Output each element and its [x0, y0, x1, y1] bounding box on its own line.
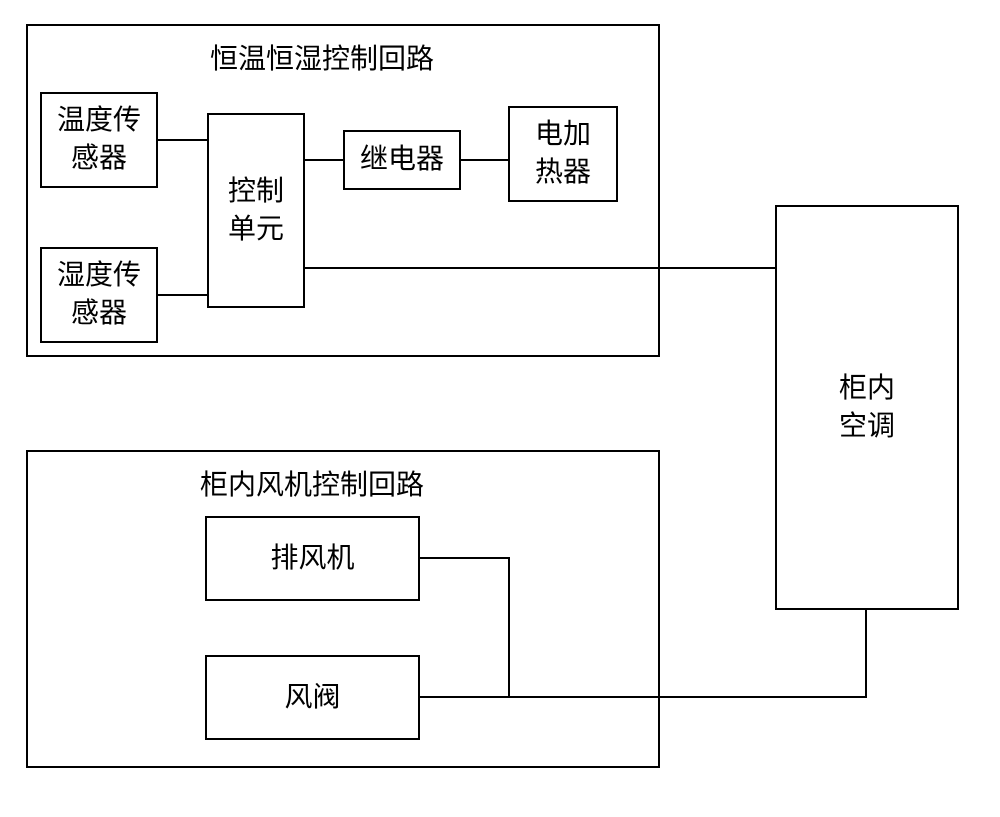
node-humidity-sensor: 湿度传感器	[40, 247, 158, 343]
group-bottom-loop-title: 柜内风机控制回路	[200, 463, 424, 503]
edge-temp-to-control	[158, 139, 207, 141]
edge-junction-to-ac-horizontal	[508, 696, 867, 698]
node-relay-label: 继电器	[360, 141, 444, 179]
edge-control-to-ac	[305, 267, 775, 269]
edge-damper-to-junction	[420, 696, 510, 698]
diagram-canvas: 恒温恒湿控制回路 柜内风机控制回路 温度传感器 湿度传感器 控制单元 继电器 电…	[0, 0, 1000, 817]
node-control-unit-label: 控制单元	[228, 173, 284, 249]
node-control-unit: 控制单元	[207, 113, 305, 308]
node-damper: 风阀	[205, 655, 420, 740]
node-relay: 继电器	[343, 130, 461, 190]
node-humidity-sensor-label: 湿度传感器	[57, 257, 141, 333]
node-heater-label: 电加热器	[535, 116, 591, 192]
node-heater: 电加热器	[508, 106, 618, 202]
edge-control-to-relay	[305, 159, 343, 161]
node-temp-sensor: 温度传感器	[40, 92, 158, 188]
edge-fan-to-junction	[420, 557, 510, 559]
node-cabinet-ac: 柜内空调	[775, 205, 959, 610]
edge-junction-to-ac-vertical	[865, 610, 867, 698]
edge-fan-damper-vertical	[508, 557, 510, 698]
node-exhaust-fan: 排风机	[205, 516, 420, 601]
edge-relay-to-heater	[461, 159, 508, 161]
group-top-loop-title: 恒温恒湿控制回路	[210, 37, 434, 77]
node-damper-label: 风阀	[284, 679, 340, 717]
edge-humidity-to-control	[158, 294, 207, 296]
node-cabinet-ac-label: 柜内空调	[839, 370, 895, 446]
node-exhaust-fan-label: 排风机	[270, 540, 354, 578]
node-temp-sensor-label: 温度传感器	[57, 102, 141, 178]
